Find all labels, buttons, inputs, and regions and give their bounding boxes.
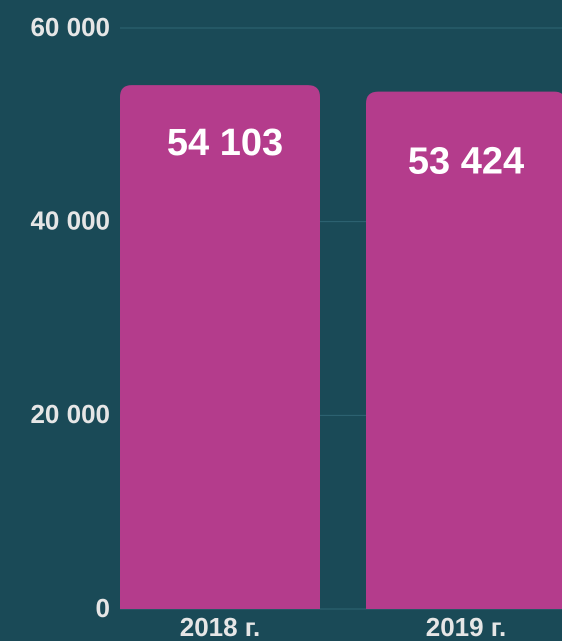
y-tick-label: 60 000 [30, 12, 110, 42]
x-tick-label: 2018 г. [180, 612, 261, 641]
y-tick-label: 20 000 [30, 399, 110, 429]
value-label: 53 424 [408, 141, 524, 183]
bar [120, 85, 320, 610]
bar [366, 91, 562, 609]
y-tick-label: 0 [96, 593, 110, 623]
y-tick-label: 40 000 [30, 206, 110, 236]
value-label: 54 103 [167, 122, 283, 164]
x-tick-label: 2019 г. [426, 612, 507, 641]
